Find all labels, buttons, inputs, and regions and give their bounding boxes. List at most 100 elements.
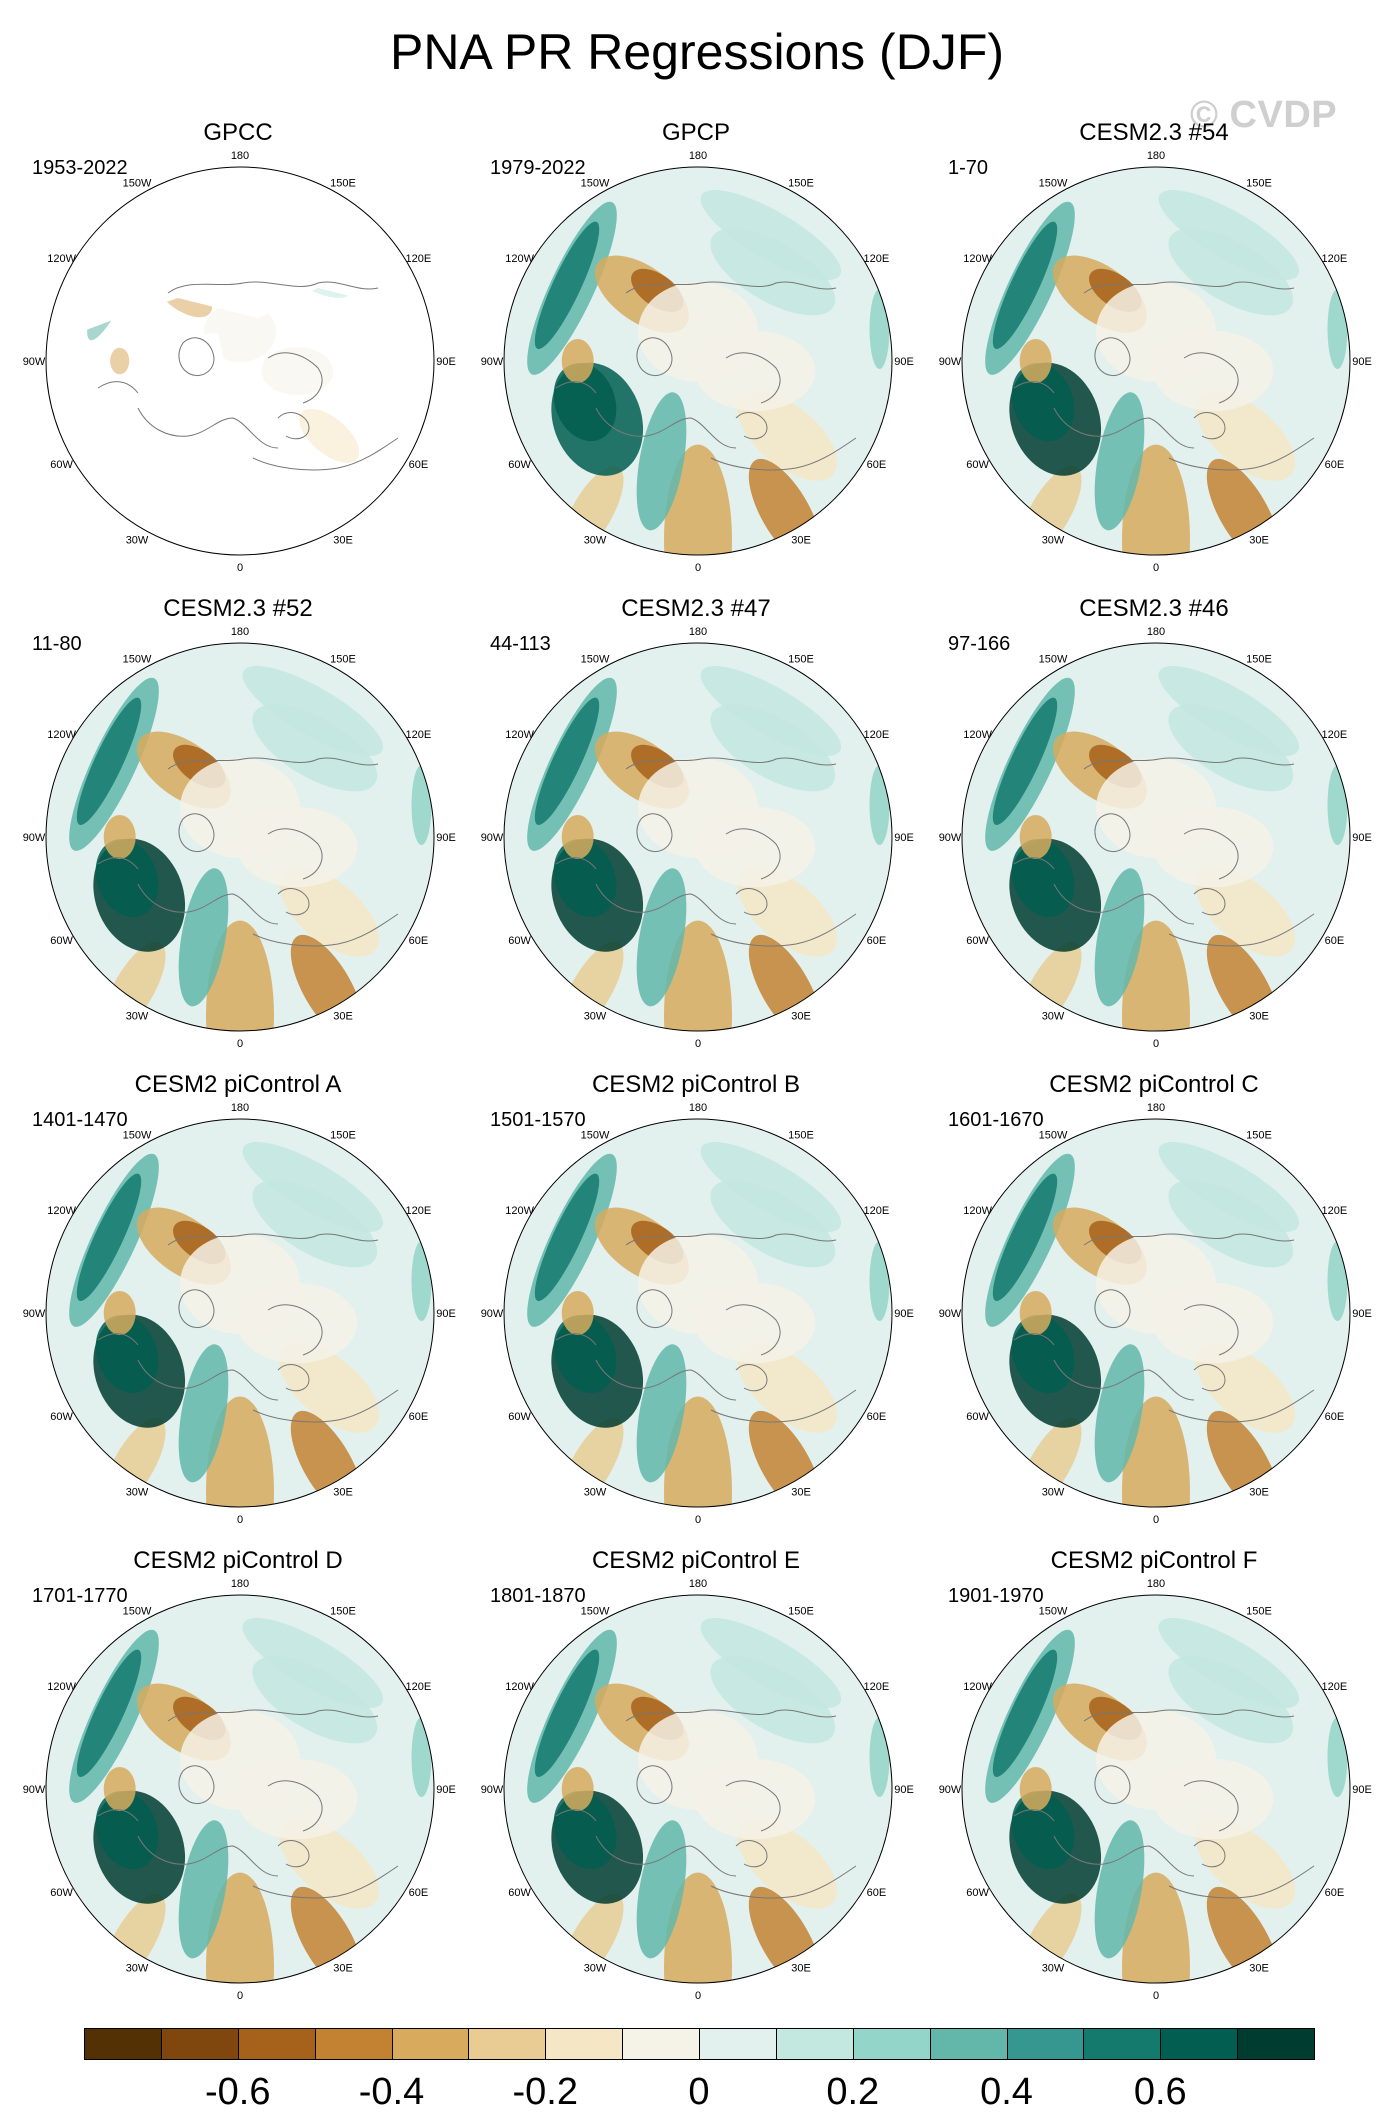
longitude-label: 30W [584, 534, 607, 546]
longitude-label: 90E [1352, 1308, 1372, 1320]
longitude-label: 120W [963, 1681, 992, 1693]
contour-shape [869, 289, 890, 369]
contour-shape [279, 1818, 380, 1909]
longitude-label: 150E [788, 178, 814, 190]
longitude-label: 60E [409, 935, 429, 947]
contour-shape [561, 1767, 594, 1811]
longitude-label: 90W [23, 832, 46, 844]
contour-shape [1158, 1617, 1300, 1709]
polar-map: 180 150E 120E 90E 60E 30E 0 30W 60W 90W 120W 150W [23, 1578, 456, 2002]
panel-years: 11-80 [32, 633, 82, 655]
longitude-label: 90W [481, 356, 504, 368]
colorbar-tick-label: 0.4 [980, 2071, 1033, 2113]
coastline [1193, 888, 1226, 916]
contour-shape [242, 1141, 384, 1233]
coastline [167, 281, 379, 294]
coastline [1168, 1865, 1315, 1899]
panel-years: 1801-1870 [490, 1585, 586, 1607]
longitude-label: 150E [1246, 654, 1272, 666]
longitude-label: 30E [791, 1962, 811, 1974]
longitude-label: 180 [231, 150, 249, 162]
colorbar-swatch [1237, 2028, 1315, 2060]
longitude-label: 90W [23, 356, 46, 368]
contour-shape [1168, 228, 1294, 316]
contour-shape [1019, 1291, 1052, 1335]
contour-shape [411, 1717, 432, 1797]
contour-shape [1122, 920, 1190, 1031]
longitude-label: 180 [231, 1578, 249, 1590]
contour-shape [110, 347, 130, 375]
colorbar-swatch [622, 2028, 700, 2060]
contour-shape [1158, 189, 1300, 281]
coastline [137, 1835, 279, 1877]
contour-shape [737, 390, 838, 481]
coastline [1083, 281, 1295, 294]
longitude-label: 60E [1325, 459, 1345, 471]
coastline [595, 883, 737, 925]
longitude-label: 180 [231, 626, 249, 638]
contour-shape [700, 189, 842, 281]
coastline [735, 1364, 768, 1392]
coastline [555, 381, 597, 394]
coastline [725, 1780, 781, 1832]
contour-shape [710, 704, 836, 792]
coastline [1094, 1765, 1131, 1804]
colorbar-tick-label: 0.6 [1133, 2071, 1187, 2113]
panel-title: CESM2 piControl E [591, 1547, 801, 1574]
contour-shape [180, 1233, 300, 1334]
contour-shape [710, 1656, 836, 1744]
longitude-label: 150E [330, 1606, 356, 1618]
panel-years: 1979-2022 [490, 157, 586, 179]
longitude-label: 60W [50, 935, 73, 947]
longitude-label: 150W [581, 1606, 610, 1618]
colorbar-tick-label: 0 [688, 2071, 710, 2113]
longitude-label: 0 [695, 562, 701, 574]
contour-shape [1122, 1396, 1190, 1507]
longitude-label: 180 [689, 150, 707, 162]
longitude-label: 60W [508, 1411, 531, 1423]
map-border [961, 166, 1351, 556]
longitude-label: 90E [436, 832, 456, 844]
polar-map: 180 150E 120E 90E 60E 30E 0 30W 60W 90W 120W 150W [23, 150, 456, 574]
coastline [167, 1709, 379, 1722]
longitude-label: 90W [939, 356, 962, 368]
longitude-label: 150E [788, 654, 814, 666]
contour-shape [561, 815, 594, 859]
longitude-label: 150E [1246, 1606, 1272, 1618]
polar-map: 180 150E 120E 90E 60E 30E 0 30W 60W 90W 120W 150W [481, 1578, 914, 2002]
longitude-label: 0 [237, 1038, 243, 1050]
panel-years: 1501-1570 [490, 1109, 586, 1131]
longitude-label: 150W [1039, 1606, 1068, 1618]
panel-title: CESM2.3 #54 [1079, 119, 1229, 146]
contour-shape [1327, 289, 1348, 369]
longitude-label: 180 [1147, 150, 1165, 162]
coastline [178, 1765, 215, 1804]
longitude-label: 120E [1322, 1205, 1348, 1217]
coastline [725, 1304, 781, 1356]
contour-shape [636, 868, 687, 1007]
contour-shape [76, 1649, 142, 1778]
coastline [97, 1333, 139, 1346]
longitude-label: 30W [1042, 534, 1065, 546]
coastline [735, 1840, 768, 1868]
longitude-label: 60E [1325, 1411, 1345, 1423]
coastline [1183, 352, 1239, 404]
coastline [97, 381, 139, 394]
coastline [636, 1765, 673, 1804]
contour-shape [1327, 765, 1348, 845]
contour-shape [103, 815, 136, 859]
contour-shape [638, 1709, 758, 1810]
longitude-label: 150W [581, 1130, 610, 1142]
longitude-label: 0 [1153, 1038, 1159, 1050]
longitude-label: 120E [864, 1681, 890, 1693]
polar-map: 180 150E 120E 90E 60E 30E 0 30W 60W 90W 120W 150W [481, 1102, 914, 1526]
longitude-label: 90W [481, 1784, 504, 1796]
panel-years: 1-70 [948, 157, 989, 179]
longitude-label: 60E [409, 1411, 429, 1423]
panel-years: 44-113 [490, 633, 551, 655]
map-panel: CESM2 piControl D 180 150E 120E 90E 60E 30E 0 30… [18, 1546, 458, 2016]
coastline [137, 407, 279, 449]
longitude-label: 150E [1246, 178, 1272, 190]
coastline [1183, 1780, 1239, 1832]
contour-shape [206, 1396, 274, 1507]
